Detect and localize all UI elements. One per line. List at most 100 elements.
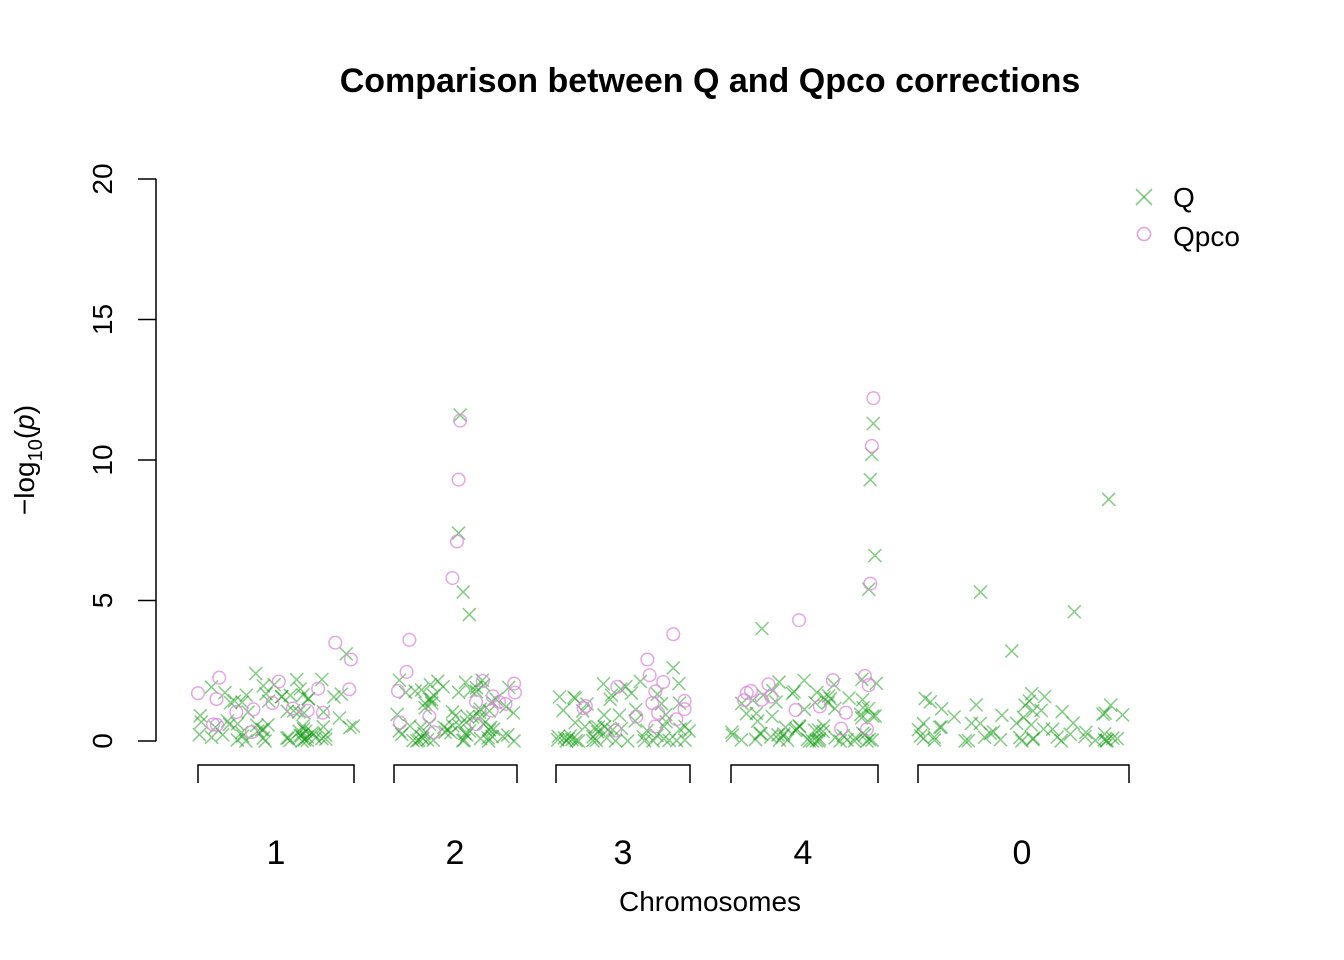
qpco-point bbox=[736, 693, 752, 708]
q-point bbox=[445, 704, 460, 719]
q-point bbox=[456, 585, 471, 600]
chromosome-axis: 1 2 3 4 0 bbox=[197, 764, 1130, 872]
qpco-point bbox=[449, 534, 465, 549]
qpco-point bbox=[229, 705, 244, 720]
q-point bbox=[1115, 707, 1130, 722]
q-point bbox=[836, 728, 851, 743]
q-point bbox=[1078, 725, 1093, 740]
q-point bbox=[869, 676, 884, 691]
qpco-point bbox=[764, 689, 779, 704]
q-point bbox=[608, 733, 623, 748]
q-point bbox=[597, 708, 612, 723]
q-point bbox=[958, 733, 973, 748]
q-point bbox=[734, 732, 749, 747]
qpco-point bbox=[642, 668, 657, 683]
qpco-point bbox=[792, 613, 807, 628]
q-point bbox=[1004, 644, 1019, 659]
q-point bbox=[1067, 604, 1082, 619]
q-point bbox=[415, 731, 430, 746]
q-point bbox=[489, 692, 504, 707]
q-point bbox=[334, 687, 349, 702]
q-point bbox=[418, 700, 433, 715]
q-point bbox=[863, 472, 878, 487]
q-point bbox=[1095, 707, 1110, 722]
q-point bbox=[1012, 730, 1027, 745]
q-point bbox=[969, 697, 984, 712]
q-point bbox=[238, 733, 253, 749]
q-point bbox=[649, 728, 664, 743]
q-point bbox=[571, 733, 586, 749]
qpco-point bbox=[484, 703, 499, 718]
q-point bbox=[637, 733, 652, 748]
q-point bbox=[462, 723, 477, 739]
q-point bbox=[1024, 717, 1039, 732]
chromosome-label: 3 bbox=[614, 834, 633, 872]
q-point bbox=[1063, 727, 1078, 742]
q-point bbox=[289, 672, 304, 687]
q-point bbox=[585, 733, 600, 748]
q-point bbox=[620, 733, 635, 748]
q-point bbox=[725, 728, 740, 743]
qpco-point bbox=[825, 673, 840, 688]
qpco-point bbox=[648, 684, 663, 699]
q-point bbox=[568, 715, 583, 730]
q-point bbox=[279, 731, 294, 746]
qpco-point bbox=[857, 668, 872, 683]
q-point bbox=[217, 685, 232, 700]
y-axis-label: −log10(p) bbox=[9, 405, 47, 515]
qpco-point bbox=[677, 693, 692, 708]
qpco-point bbox=[666, 627, 681, 642]
chart-title: Comparison between Q and Qpco correction… bbox=[340, 62, 1081, 100]
q-point bbox=[551, 729, 566, 744]
qpco-point bbox=[244, 725, 259, 740]
q-point bbox=[842, 690, 857, 706]
qpco-point bbox=[761, 677, 776, 692]
q-point bbox=[448, 708, 463, 723]
q-point bbox=[482, 722, 497, 737]
qpco-point bbox=[265, 695, 280, 711]
q-point bbox=[913, 728, 928, 743]
q-point bbox=[800, 732, 815, 747]
qpco-point bbox=[578, 698, 593, 714]
q-point bbox=[854, 672, 869, 687]
series-q bbox=[192, 408, 1130, 749]
q-point bbox=[498, 699, 514, 714]
q-point bbox=[677, 719, 693, 734]
qpco-point bbox=[834, 721, 849, 736]
q-point bbox=[765, 709, 780, 724]
qpco-point bbox=[209, 691, 224, 707]
qpco-point bbox=[445, 570, 460, 586]
qpco-point bbox=[311, 681, 326, 696]
y-tick-label: 0 bbox=[87, 733, 118, 749]
q-point bbox=[603, 692, 618, 707]
q-point bbox=[326, 689, 341, 704]
qpco-point bbox=[246, 702, 261, 717]
q-point bbox=[423, 677, 438, 692]
q-point bbox=[868, 708, 883, 723]
qpco-point bbox=[838, 705, 853, 720]
y-tick-label: 10 bbox=[87, 444, 118, 475]
q-point bbox=[934, 701, 949, 716]
q-point bbox=[724, 725, 739, 740]
q-point bbox=[927, 730, 942, 745]
q-point bbox=[414, 682, 429, 697]
q-point bbox=[193, 708, 208, 723]
qpco-point bbox=[648, 719, 663, 734]
q-point bbox=[754, 621, 769, 636]
qpco-point bbox=[640, 652, 655, 667]
q-point bbox=[223, 695, 238, 710]
q-point bbox=[859, 733, 874, 749]
chromosome-bracket bbox=[197, 764, 355, 783]
q-point bbox=[1009, 716, 1024, 731]
q-point bbox=[1066, 716, 1081, 731]
q-point bbox=[457, 733, 472, 748]
series-qpco bbox=[190, 391, 881, 740]
q-point bbox=[283, 688, 298, 703]
chromosome-label: 2 bbox=[446, 834, 465, 872]
qpco-point bbox=[453, 413, 468, 428]
q-point bbox=[204, 730, 219, 745]
qpco-point bbox=[402, 632, 417, 647]
qpco-point bbox=[485, 689, 500, 704]
legend-qpco-label: Qpco bbox=[1173, 221, 1240, 252]
